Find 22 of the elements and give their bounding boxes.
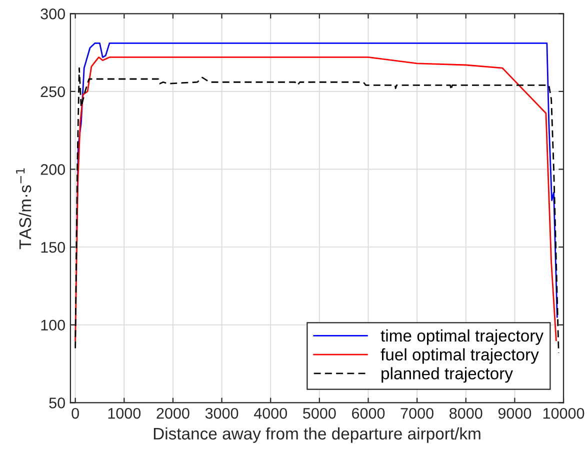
x-tick-label: 2000 [156,408,190,419]
x-tick-label: 10000 [543,408,584,419]
x-tick-label: 7000 [400,408,434,419]
x-tick-label: 9000 [498,408,532,419]
legend-label: planned trajectory [382,367,513,383]
y-tick-label: 100 [41,320,65,331]
y-tick-label: 300 [40,8,65,20]
x-tick-label: 5000 [303,408,336,419]
x-tick-label: 3000 [205,408,238,419]
x-tick-label: 8000 [450,408,482,419]
x-tick-label: 0 [72,408,79,419]
y-tick-label: 150 [41,242,65,253]
y-tick-label: 50 [49,398,65,408]
x-tick-label: 4000 [254,408,287,419]
x-axis-title: Distance away from the departure airport/km [154,427,480,443]
x-tick-label: 1000 [108,408,141,419]
y-axis-title: TAS/m·s$^{−1}$ [16,168,32,250]
y-tick-label: 200 [40,164,65,175]
legend-label: time optimal trajectory [380,329,544,345]
x-tick-label: 6000 [352,408,385,419]
y-tick-label: 250 [40,86,65,98]
legend-label: fuel optimal trajectory [380,348,539,364]
